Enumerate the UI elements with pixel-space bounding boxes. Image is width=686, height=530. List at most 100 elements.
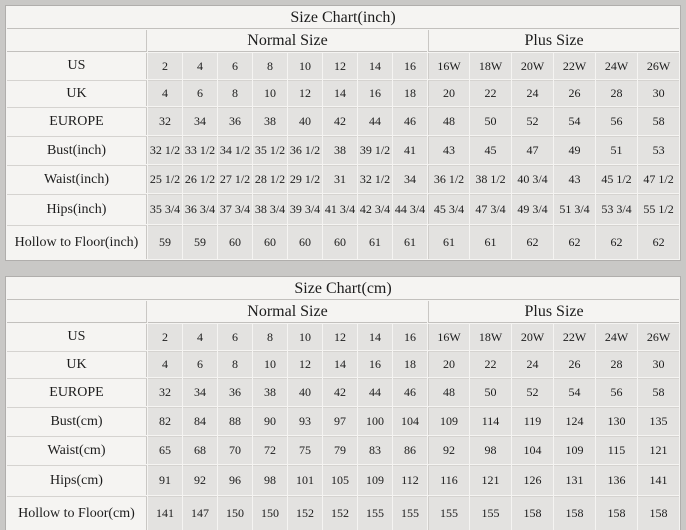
size-value-cell: 4 [183,324,217,350]
size-value-cell: 62 [638,225,680,259]
size-value-cell: 10 [253,351,287,377]
table-row: US 2 4 6 8 10 12 14 16 16W 18W 20W 22W 24W 26W [7,324,680,350]
size-value-cell: 72 [253,436,287,464]
corner-cell [7,30,147,52]
size-chart-inch-table: Size Chart(inch) Normal Size Plus Size U… [5,5,682,261]
table-title-row: Size Chart(cm) [7,278,680,300]
size-value-cell: 100 [358,407,392,435]
size-value-cell: 43 [428,136,469,164]
size-value-cell: 10 [288,53,322,79]
size-value-cell: 6 [218,53,252,79]
size-value-cell: 2 [148,324,182,350]
size-value-cell: 42 [323,378,357,406]
size-value-cell: 32 1/2 [148,136,182,164]
size-value-cell: 93 [288,407,322,435]
size-value-cell: 60 [253,225,287,259]
table-row: US 2 4 6 8 10 12 14 16 16W 18W 20W 22W 24W 26W [7,53,680,79]
size-value-cell: 20W [512,324,553,350]
size-value-cell: 141 [638,465,680,495]
size-value-cell: 41 [393,136,427,164]
size-value-cell: 115 [596,436,637,464]
size-value-cell: 28 [596,80,637,106]
size-value-cell: 65 [148,436,182,464]
size-value-cell: 141 [148,496,182,530]
size-value-cell: 79 [323,436,357,464]
size-value-cell: 62 [512,225,553,259]
size-value-cell: 105 [323,465,357,495]
size-value-cell: 61 [428,225,469,259]
size-value-cell: 88 [218,407,252,435]
size-value-cell: 35 3/4 [148,194,182,224]
table-row: UK 4 6 8 10 12 14 16 18 20 22 24 26 28 30 [7,80,680,106]
corner-cell [7,301,147,323]
size-value-cell: 53 [638,136,680,164]
table-row: Bust(inch) 32 1/2 33 1/2 34 1/2 35 1/2 36 1/2… [7,136,680,164]
size-value-cell: 26 1/2 [183,165,217,193]
size-value-cell: 46 [393,378,427,406]
size-value-cell: 150 [218,496,252,530]
size-value-cell: 62 [554,225,595,259]
size-value-cell: 158 [638,496,680,530]
size-value-cell: 4 [183,53,217,79]
size-value-cell: 135 [638,407,680,435]
table-row: Hollow to Floor(cm) 141 147 150 150 152 152 155… [7,496,680,530]
size-value-cell: 61 [358,225,392,259]
size-value-cell: 30 [638,80,680,106]
row-label: US [7,324,147,350]
size-value-cell: 58 [638,107,680,135]
size-value-cell: 56 [596,107,637,135]
size-value-cell: 31 [323,165,357,193]
size-value-cell: 109 [554,436,595,464]
size-value-cell: 12 [288,351,322,377]
size-value-cell: 36 [218,378,252,406]
column-group-row: Normal Size Plus Size [7,301,680,323]
size-value-cell: 49 3/4 [512,194,553,224]
size-value-cell: 20W [512,53,553,79]
size-value-cell: 12 [323,324,357,350]
size-value-cell: 61 [393,225,427,259]
row-label: Waist(cm) [7,436,147,464]
size-value-cell: 26 [554,351,595,377]
size-value-cell: 24 [512,80,553,106]
size-value-cell: 114 [470,407,511,435]
size-value-cell: 4 [148,351,182,377]
size-value-cell: 30 [638,351,680,377]
size-value-cell: 35 1/2 [253,136,287,164]
size-value-cell: 24W [596,324,637,350]
size-value-cell: 158 [554,496,595,530]
size-value-cell: 42 [323,107,357,135]
size-value-cell: 130 [596,407,637,435]
size-value-cell: 38 [253,378,287,406]
size-value-cell: 101 [288,465,322,495]
table-title: Size Chart(cm) [7,278,680,300]
table-title: Size Chart(inch) [7,7,680,29]
size-value-cell: 38 3/4 [253,194,287,224]
row-label: Hips(cm) [7,465,147,495]
normal-size-header: Normal Size [148,30,427,52]
size-value-cell: 43 [554,165,595,193]
size-chart-cm-table: Size Chart(cm) Normal Size Plus Size US 2… [5,276,682,530]
table-row: EUROPE 32 34 36 38 40 42 44 46 48 50 52 54 56 58 [7,378,680,406]
size-value-cell: 121 [638,436,680,464]
size-value-cell: 47 1/2 [638,165,680,193]
size-value-cell: 24 [512,351,553,377]
size-value-cell: 41 3/4 [323,194,357,224]
size-value-cell: 45 [470,136,511,164]
size-value-cell: 60 [288,225,322,259]
size-value-cell: 51 [596,136,637,164]
size-value-cell: 42 3/4 [358,194,392,224]
size-value-cell: 36 1/2 [428,165,469,193]
size-value-cell: 68 [183,436,217,464]
size-value-cell: 38 1/2 [470,165,511,193]
size-value-cell: 20 [428,351,469,377]
size-value-cell: 8 [218,80,252,106]
table-row: Hips(inch) 35 3/4 36 3/4 37 3/4 38 3/4 39 3/4… [7,194,680,224]
size-value-cell: 56 [596,378,637,406]
normal-size-header: Normal Size [148,301,427,323]
row-label: UK [7,351,147,377]
size-value-cell: 2 [148,53,182,79]
size-value-cell: 6 [183,80,217,106]
size-value-cell: 49 [554,136,595,164]
size-value-cell: 22W [554,53,595,79]
